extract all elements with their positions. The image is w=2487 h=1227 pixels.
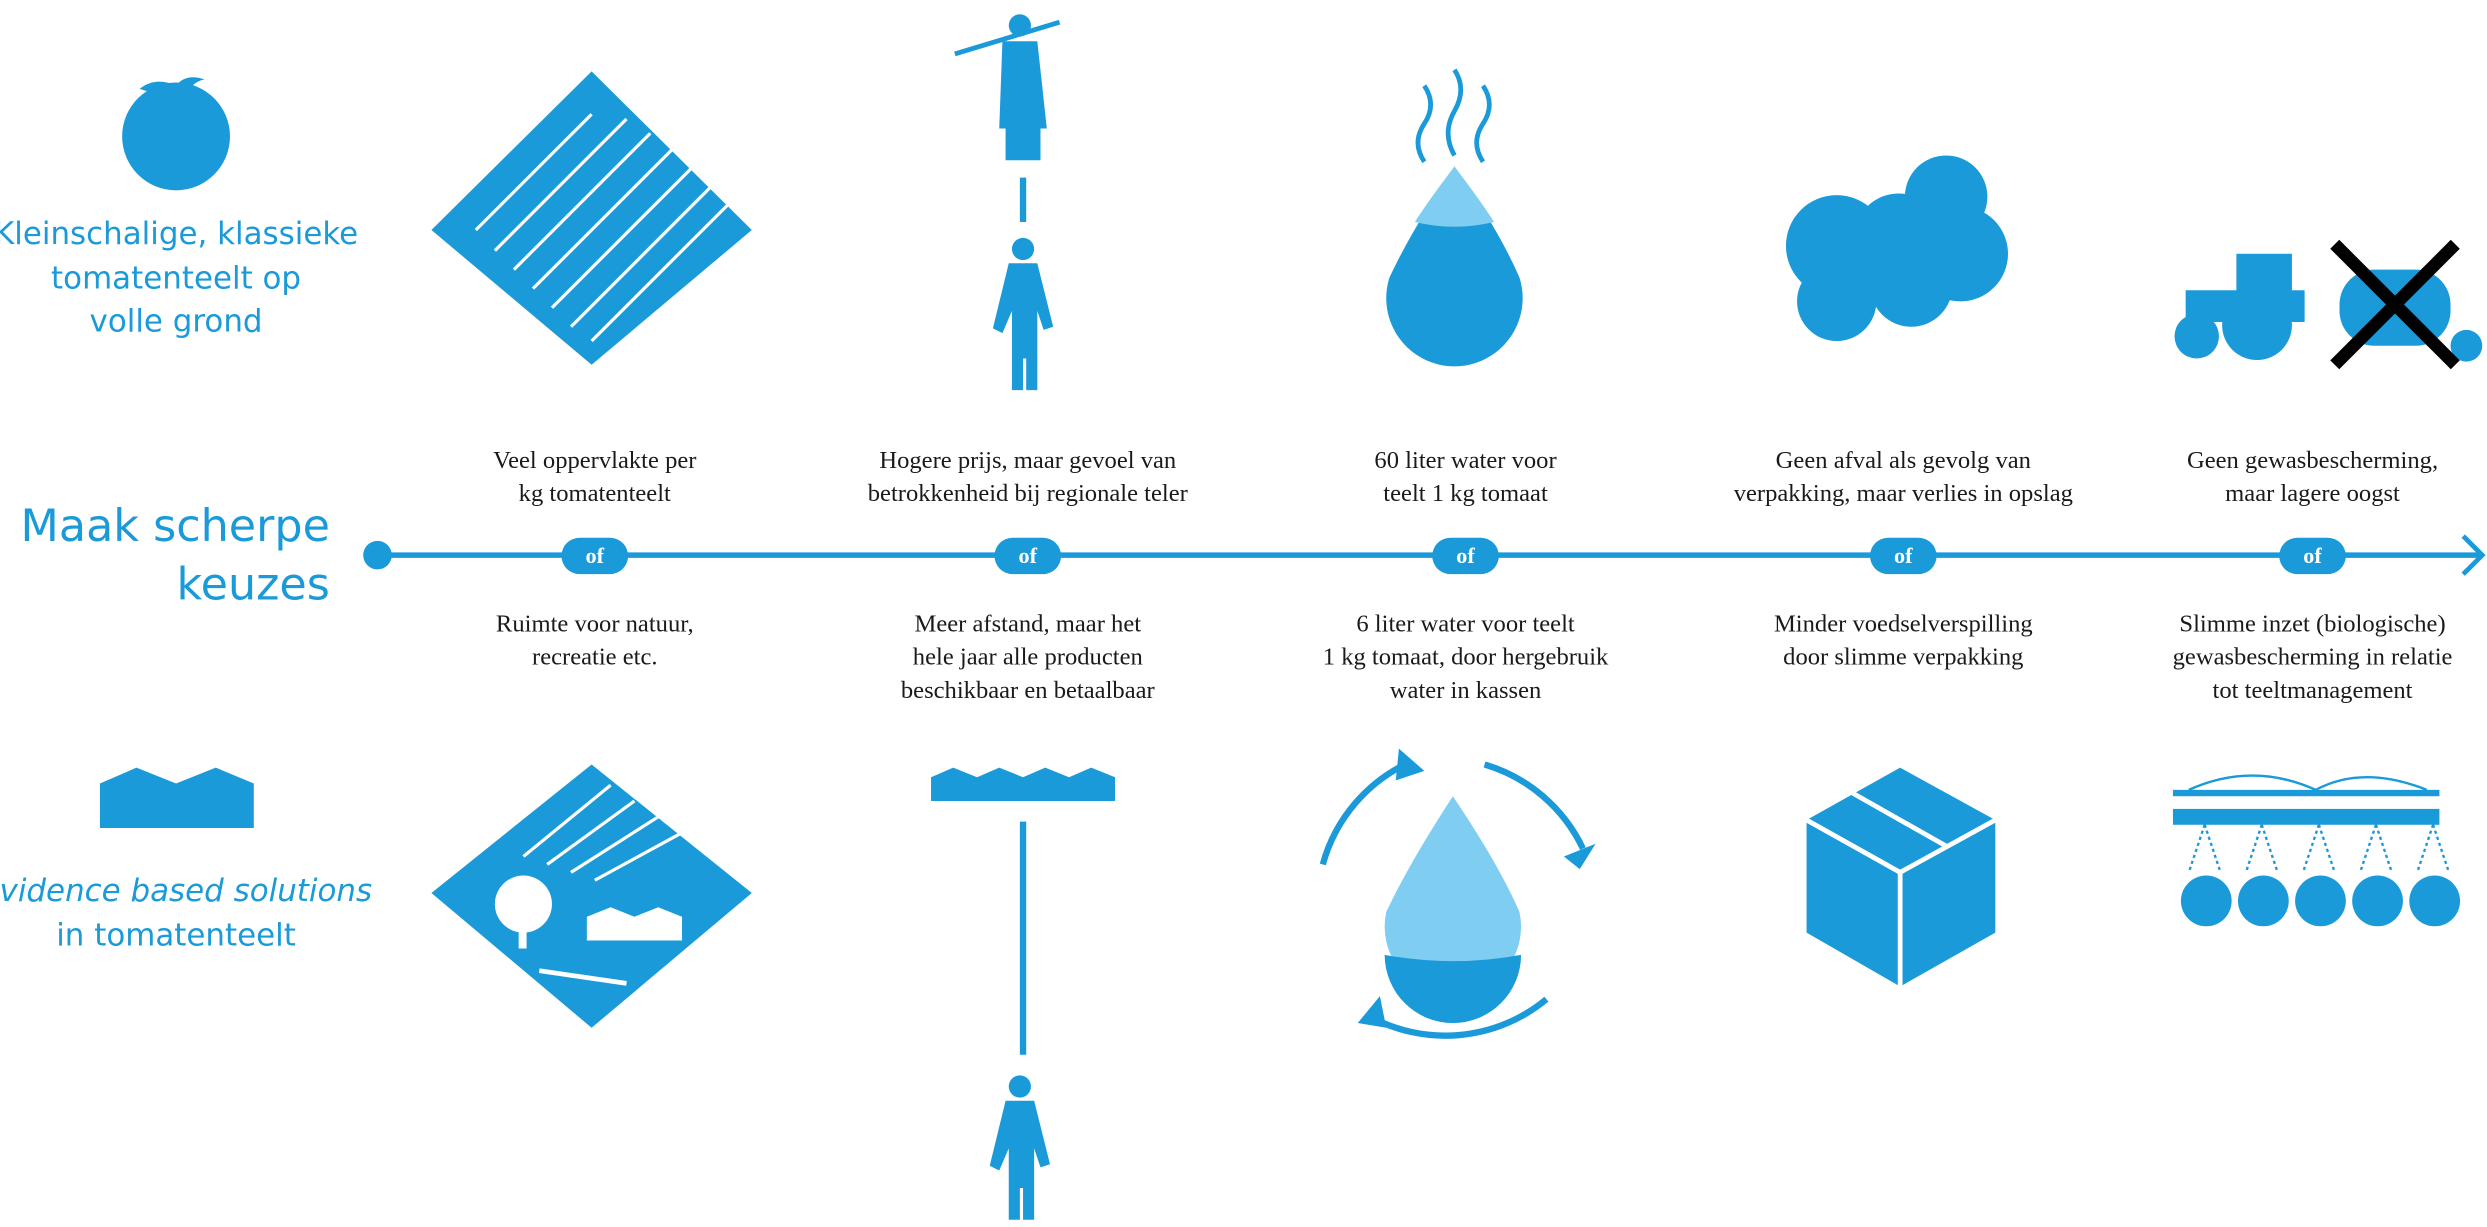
option-top: Geen afval als gevolg van [1776,447,2031,474]
option-top: 60 liter water voor [1374,447,1556,474]
option-bottom: 6 liter water voor teelt [1356,610,1575,637]
title: keuzes [177,560,330,611]
greenhouse-icon [100,768,254,828]
option-bottom: Minder voedselverspilling [1774,610,2033,637]
tomato-icon [122,77,230,190]
greenhouse-row-icon [931,768,1115,801]
option-top: maar lagere oogst [2225,480,2400,507]
canvas: Kleinschalige, klassieke tomatenteelt op… [0,14,2482,1219]
option-top: betrokkenheid bij regionale teler [868,480,1188,507]
of-label: of [2303,543,2322,568]
of-label: of [586,543,605,568]
recycle-drop-icon [1323,749,1596,1036]
option-top: verpakking, maar verlies in opslag [1734,480,2073,507]
sprayer-icon [2173,776,2460,927]
option-bottom: beschikbaar en betaalbaar [901,677,1155,704]
tomatoes-icon [1786,155,2008,341]
option-bottom: gewasbescherming in relatie [2173,644,2453,671]
walker-icon [993,238,1053,390]
option-top: Hogere prijs, maar gevoel van [879,447,1176,474]
option-bottom: Slimme inzet (biologische) [2179,610,2445,637]
option-bottom: Meer afstand, maar het [915,610,1142,637]
title: Maak scherpe [21,501,330,552]
option-bottom: water in kassen [1390,677,1542,704]
option-bottom: 1 kg tomaat, door hergebruik [1323,644,1609,671]
top-label: Kleinschalige, klassieke [0,216,358,252]
field-icon [431,71,751,364]
walker-icon-2 [990,1075,1050,1219]
bottom-label: in tomatenteelt [56,917,296,953]
option-bottom: recreatie etc. [532,644,658,671]
of-label: of [1456,543,1475,568]
farmer-icon [955,14,1060,160]
nature-field-icon [431,765,751,1028]
option-bottom: hele jaar alle producten [913,644,1143,671]
option-top: Geen gewasbescherming, [2187,447,2438,474]
option-bottom: door slimme verpakking [1783,644,2023,671]
option-bottom: Ruimte voor natuur, [496,610,694,637]
of-label: of [1019,543,1038,568]
option-bottom: tot teeltmanagement [2213,677,2413,704]
infographic: Kleinschalige, klassieke tomatenteelt op… [0,0,2487,1227]
top-label: tomatenteelt op [51,261,301,297]
option-top: kg tomatenteelt [519,480,671,507]
option-top: teelt 1 kg tomaat [1383,480,1548,507]
drop-icon [1386,70,1522,367]
option-top: Veel oppervlakte per [493,447,696,474]
of-label: of [1894,543,1913,568]
box-icon [1807,768,1996,987]
top-label: volle grond [90,303,263,339]
bottom-label-emphasis: Evidence based solutions [0,873,372,909]
